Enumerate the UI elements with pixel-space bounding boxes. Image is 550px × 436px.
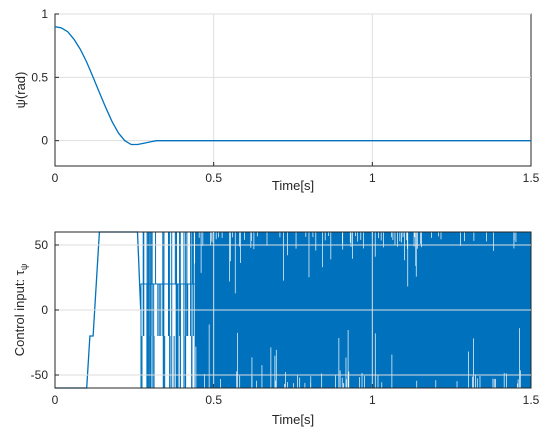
y-tick-label: 50 — [35, 238, 49, 252]
bottom-chart-x-ticks: 0 0.5 1 1.5 — [52, 384, 540, 407]
x-tick-label: 1 — [369, 393, 376, 407]
top-chart-frame — [54, 13, 532, 167]
x-tick-label: 0 — [52, 171, 59, 185]
series-line — [54, 26, 531, 146]
bottom-chart-y-label-sub: ψ — [19, 264, 29, 270]
bottom-chart-y-label-main: Control input: τ — [12, 269, 27, 356]
top-chart-y-label: ψ(rad) — [13, 72, 28, 109]
x-tick-label: 1.5 — [523, 393, 540, 407]
top-chart-x-label: Time[s] — [272, 178, 314, 193]
top-chart-y-ticks: 00.51 — [31, 7, 59, 148]
top-chart-x-ticks: 0 0.5 1 1.5 — [52, 162, 540, 185]
y-tick-label: 0 — [41, 303, 48, 317]
bottom-chart-y-ticks: -50 0 50 — [31, 238, 59, 382]
y-tick-label: -50 — [31, 368, 49, 382]
top-chart: 0 0.5 1 1.5 00.51 Time[s] ψ(rad) — [13, 7, 540, 193]
x-tick-label: 0 — [52, 393, 59, 407]
x-tick-label: 0.5 — [205, 393, 222, 407]
x-tick-label: 0.5 — [205, 171, 222, 185]
top-chart-series — [54, 26, 531, 146]
y-tick-label: 1 — [41, 7, 48, 21]
x-tick-label: 1 — [369, 171, 376, 185]
bottom-chart-x-label: Time[s] — [272, 412, 314, 427]
bottom-chart-y-label: Control input: τψ — [12, 264, 29, 357]
y-tick-label: 0.5 — [31, 70, 48, 84]
bottom-chart-grid — [55, 232, 531, 388]
y-tick-label: 0 — [41, 134, 48, 148]
x-tick-label: 1.5 — [523, 171, 540, 185]
